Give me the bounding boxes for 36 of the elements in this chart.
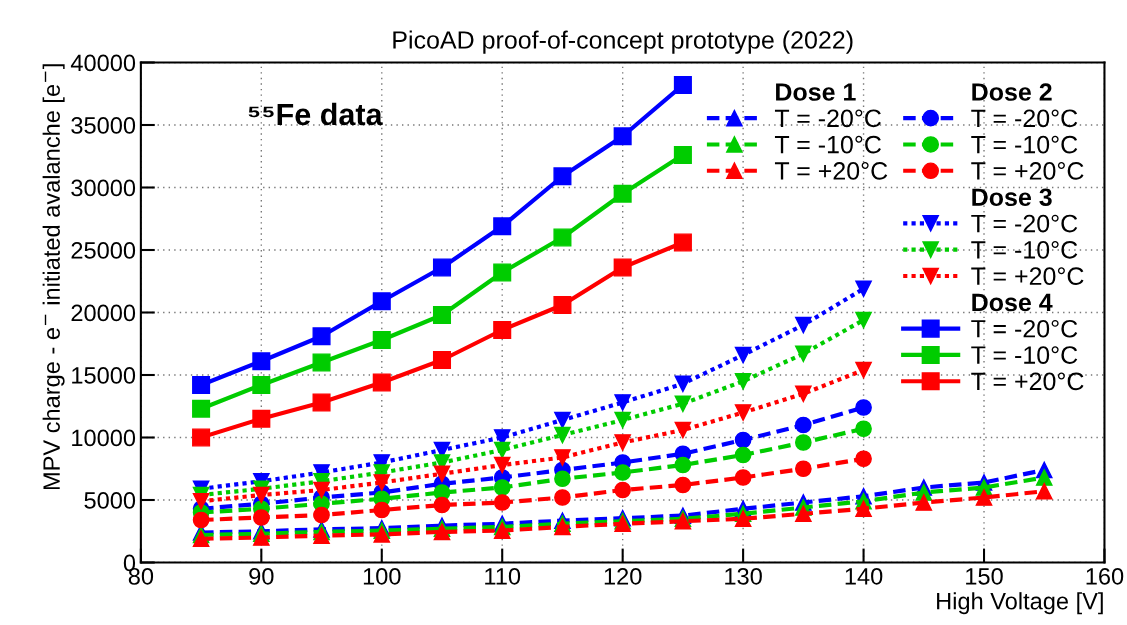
y-tick-label: 15000: [72, 367, 136, 384]
annotation: ⁵⁵Fe data: [248, 102, 383, 126]
y-tick-label: 10000: [72, 429, 136, 447]
legend-label: T = -20°C: [774, 109, 881, 128]
x-tick-label: 90: [249, 567, 274, 585]
chart-title: PicoAD proof-of-concept prototype (2022): [393, 30, 853, 54]
x-tick-label: 120: [604, 567, 642, 585]
x-tick-label: 100: [363, 567, 401, 585]
annotation: Dose 2: [972, 83, 1052, 101]
y-tick-label: 30000: [71, 179, 136, 197]
y-tick-label: 20000: [71, 304, 136, 322]
y-tick-label: 40000: [70, 54, 136, 72]
y-tick-label: 5000: [84, 492, 136, 509]
x-tick-label: 150: [966, 567, 1003, 585]
x-tick-label: 160: [1086, 567, 1124, 585]
annotation: Dose 4: [972, 293, 1053, 312]
legend-label: T = +20°C: [971, 372, 1084, 391]
x-tick-label: 110: [485, 567, 521, 585]
legend-label: T = -10°C: [971, 346, 1078, 364]
y-tick-label: 25000: [71, 242, 136, 259]
legend-label: T = -20°C: [971, 214, 1078, 233]
legend-label: T = -10°C: [774, 135, 881, 154]
x-tick-label: 140: [845, 567, 883, 585]
legend-label: T = -10°C: [971, 240, 1078, 259]
legend-label: T = +20°C: [971, 267, 1084, 285]
legend-label: T = +20°C: [774, 162, 888, 180]
legend-label: T = +20°C: [971, 162, 1084, 180]
legend-label: T = -20°C: [971, 319, 1078, 338]
legend-label: T = -20°C: [971, 109, 1078, 128]
annotation: Dose 1: [776, 83, 856, 101]
y-axis-title: MPV charge - e$^{−}$ initiated avalanche [e$^{−}$]: [42, 64, 65, 490]
x-tick-label: 130: [725, 567, 762, 585]
annotation: Dose 3: [972, 188, 1052, 207]
legend-label: T = -10°C: [971, 135, 1078, 154]
x-axis-title: High Voltage [V]: [937, 592, 1103, 615]
y-tick-label: 35000: [71, 117, 136, 134]
